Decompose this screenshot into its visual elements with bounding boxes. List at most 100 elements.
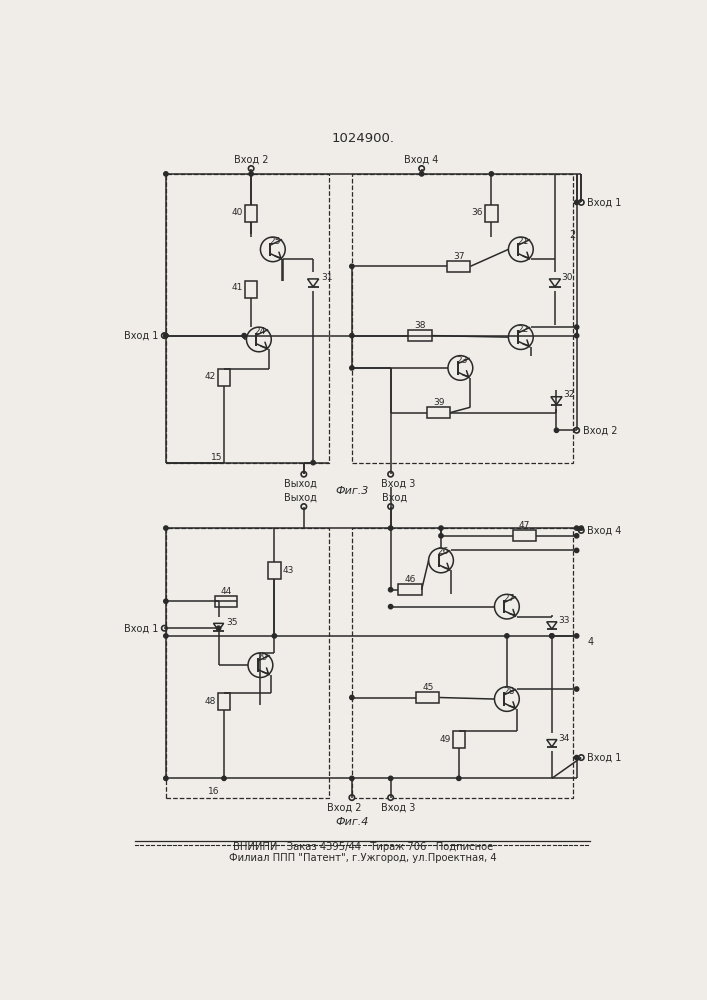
Circle shape [457,776,461,781]
Text: 2: 2 [569,230,575,240]
Bar [398,584,421,595]
Circle shape [242,333,246,338]
Bar [218,693,230,710]
Text: Вход 2: Вход 2 [234,155,269,165]
Text: 27: 27 [503,594,515,603]
Circle shape [574,428,579,433]
Circle shape [549,634,554,638]
Text: 37: 37 [453,252,464,261]
Circle shape [164,526,168,530]
Circle shape [575,333,579,338]
Text: Вход: Вход [382,492,407,502]
Text: Вход 1: Вход 1 [124,331,158,341]
Text: 36: 36 [472,208,483,217]
Circle shape [260,237,285,262]
Circle shape [272,634,276,638]
Circle shape [248,653,273,677]
Circle shape [350,333,354,338]
Circle shape [428,548,453,573]
Text: 30: 30 [561,273,573,282]
Text: 47: 47 [519,521,530,530]
Circle shape [164,333,168,338]
Circle shape [489,172,493,176]
Bar [409,330,432,341]
Text: 33: 33 [559,616,570,625]
Text: Вход 2: Вход 2 [583,425,617,435]
Circle shape [301,472,307,477]
Text: 46: 46 [404,575,416,584]
Text: 1024900.: 1024900. [331,132,395,145]
Circle shape [388,795,393,800]
Text: 4: 4 [588,637,594,647]
Text: 15: 15 [211,453,222,462]
Circle shape [350,366,354,370]
Circle shape [301,504,307,509]
Text: 38: 38 [414,321,426,330]
Bar [427,407,450,418]
Circle shape [508,325,533,349]
Circle shape [248,166,254,171]
Text: 21: 21 [518,237,529,246]
Circle shape [388,472,393,477]
Circle shape [578,200,584,205]
Text: Вход 1: Вход 1 [588,753,622,763]
Text: ВНИИПИ   Заказ 4395/44   Тираж 706   Подписное: ВНИИПИ Заказ 4395/44 Тираж 706 Подписное [233,842,493,852]
Circle shape [439,526,443,530]
Polygon shape [551,397,562,405]
Circle shape [350,695,354,700]
Text: 48: 48 [204,697,216,706]
Bar [513,530,537,541]
Bar [352,174,573,463]
Text: Филиал ППП "Патент", г.Ужгород, ул.Проектная, 4: Филиал ППП "Патент", г.Ужгород, ул.Проек… [229,853,496,863]
Text: Вход 2: Вход 2 [327,803,361,813]
Circle shape [388,526,393,530]
Text: 32: 32 [563,390,575,399]
Text: Фиг.4: Фиг.4 [335,817,368,827]
Text: 35: 35 [227,618,238,627]
Circle shape [311,460,315,465]
Circle shape [222,776,226,781]
Circle shape [419,172,423,176]
Text: 25: 25 [269,237,281,246]
Text: 45: 45 [422,683,433,692]
Text: Выход: Выход [284,492,317,502]
Circle shape [388,776,393,781]
Bar [166,528,329,798]
Circle shape [388,604,393,609]
Text: 29: 29 [257,653,268,662]
Text: Фиг.3: Фиг.3 [335,486,368,496]
Text: 42: 42 [204,372,216,381]
Bar [452,731,465,748]
Text: 26: 26 [437,547,448,556]
Circle shape [439,534,443,538]
Circle shape [575,755,579,760]
Text: 24: 24 [255,327,266,336]
Bar [166,174,329,463]
Circle shape [350,776,354,781]
Circle shape [164,776,168,781]
Text: 43: 43 [283,566,294,575]
Polygon shape [308,279,319,287]
Circle shape [508,237,533,262]
Text: 39: 39 [433,398,445,407]
Circle shape [578,528,584,533]
Bar [352,528,573,798]
Circle shape [549,634,554,638]
Text: Вход 1: Вход 1 [124,623,158,633]
Circle shape [164,599,168,603]
Circle shape [419,166,424,171]
Circle shape [164,333,168,338]
Circle shape [575,687,579,691]
Text: Вход 3: Вход 3 [381,478,416,488]
Circle shape [554,428,559,432]
Circle shape [575,534,579,538]
Circle shape [388,504,393,509]
Bar [416,692,440,703]
Bar [245,281,257,298]
Text: 34: 34 [559,734,570,743]
Bar [245,205,257,222]
Circle shape [247,327,271,352]
Circle shape [388,588,393,592]
Circle shape [578,755,584,760]
Circle shape [575,325,579,329]
